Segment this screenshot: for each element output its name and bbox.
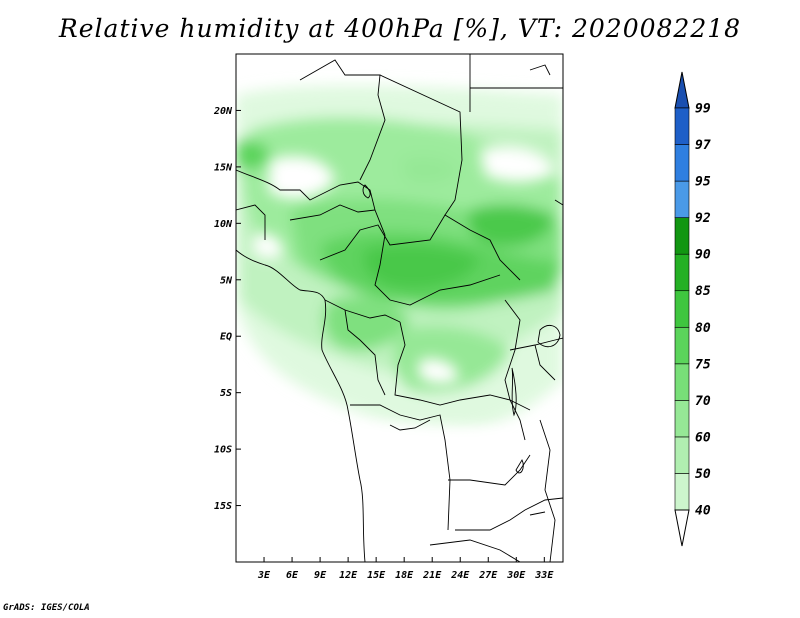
colorbar-segment: [674, 363, 690, 401]
colorbar-label: 60: [695, 430, 711, 445]
lakes: [362, 184, 561, 516]
lat-tick-label: 20N: [213, 106, 233, 117]
grads-credit: GrADS: IGES/COLA: [3, 603, 90, 613]
colorbar-label: 90: [695, 248, 711, 263]
lat-tick-label: 5N: [220, 275, 233, 286]
colorbar-label: 80: [695, 321, 711, 336]
colorbar-label: 75: [695, 357, 711, 372]
map-frame: [235, 53, 564, 563]
lon-tick-label: 15E: [367, 570, 386, 581]
colorbar-segment: [674, 217, 690, 255]
lon-tick-label: 27E: [478, 570, 498, 581]
colorbar-segment: [674, 144, 690, 182]
lon-tick-label: 6E: [286, 570, 299, 581]
colorbar-label: 99: [695, 102, 711, 117]
colorbar-segment: [674, 400, 690, 438]
map-panel: 20N 15N 10N 5N EQ 5S 10S 15S 3E 6E 9E 12E 15E 18E 21E…: [213, 53, 564, 581]
colorbar-segment: [674, 290, 690, 328]
colorbar-segment: [674, 253, 690, 292]
lon-tick-label: 12E: [339, 570, 358, 581]
colorbar-segment: [674, 436, 690, 474]
colorbar-top-arrow: [674, 71, 690, 109]
colorbar-segment: [674, 326, 690, 365]
colorbar-label: 70: [695, 394, 711, 409]
lon-tick-label: 30E: [506, 570, 526, 581]
lon-tick-label: 33E: [534, 570, 554, 581]
colorbar-label: 50: [695, 467, 711, 482]
colorbar-segment: [674, 180, 690, 218]
lon-tick-label: 24E: [450, 570, 470, 581]
colorbar-segment: [674, 107, 690, 145]
colorbar-segment: [674, 473, 690, 511]
lat-tick-label: 10S: [214, 445, 232, 456]
map-title: Relative humidity at 400hPa [%], VT: 202…: [58, 14, 742, 43]
colorbar-label: 97: [695, 138, 711, 153]
lat-tick-label: 5S: [220, 388, 232, 399]
latitude-ticks: 20N 15N 10N 5N EQ 5S 10S 15S: [213, 106, 241, 512]
lat-tick-label: EQ: [220, 332, 232, 343]
country-borders: [236, 54, 563, 562]
color-legend: 40 50 60 70 75 80 85 90 92 95 97 99: [674, 71, 711, 547]
lon-tick-label: 21E: [422, 570, 442, 581]
lon-tick-label: 3E: [257, 570, 271, 581]
colorbar-label: 85: [695, 284, 711, 299]
lon-tick-label: 18E: [395, 570, 414, 581]
lon-tick-label: 9E: [314, 570, 327, 581]
longitude-ticks: 3E 6E 9E 12E 15E 18E 21E 24E 27E 30E 33E: [257, 557, 554, 581]
lat-tick-label: 10N: [214, 219, 233, 230]
lat-tick-label: 15N: [214, 162, 233, 173]
colorbar-label: 40: [695, 504, 711, 519]
lat-tick-label: 15S: [214, 501, 232, 512]
colorbar-label: 92: [695, 211, 711, 226]
humidity-shading: [236, 85, 563, 562]
colorbar-label: 95: [695, 175, 711, 190]
colorbar-bottom-arrow: [674, 509, 690, 547]
